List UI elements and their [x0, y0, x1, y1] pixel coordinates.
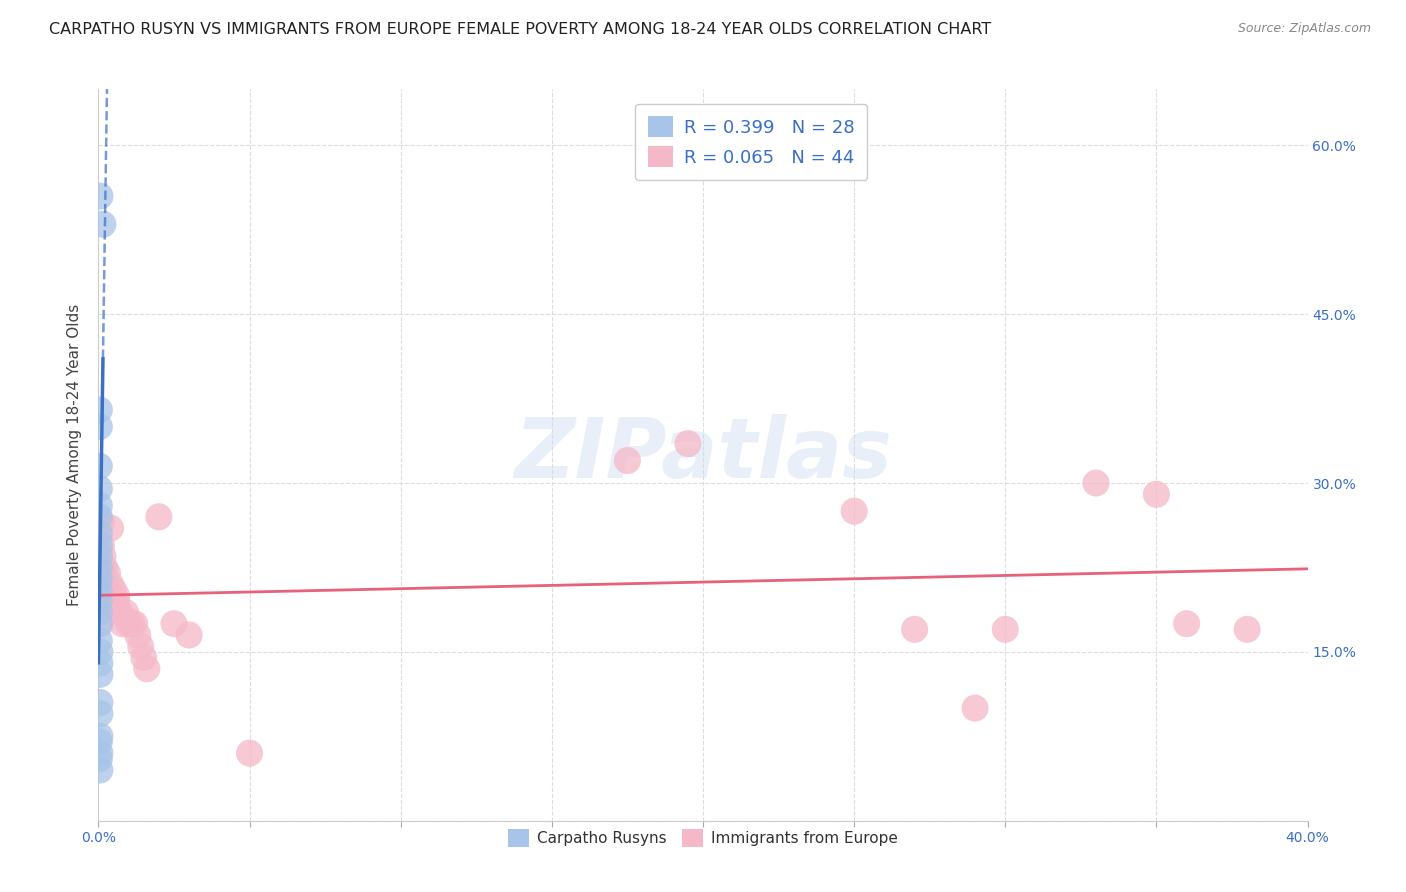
- Point: [89, 572, 111, 586]
- Point: [89, 696, 111, 710]
- Point: [93, 560, 115, 574]
- Point: [127, 628, 149, 642]
- Point: [90, 616, 112, 631]
- Point: [1236, 623, 1258, 637]
- Point: [129, 639, 152, 653]
- Point: [135, 662, 157, 676]
- Text: Source: ZipAtlas.com: Source: ZipAtlas.com: [1237, 22, 1371, 36]
- Text: ZIPatlas: ZIPatlas: [515, 415, 891, 495]
- Point: [89, 419, 111, 434]
- Point: [114, 606, 136, 620]
- Point: [89, 499, 111, 513]
- Point: [89, 582, 111, 597]
- Point: [89, 594, 111, 608]
- Point: [105, 589, 128, 603]
- Point: [904, 623, 927, 637]
- Point: [108, 606, 131, 620]
- Point: [89, 538, 111, 552]
- Point: [118, 616, 141, 631]
- Point: [89, 735, 111, 749]
- Point: [103, 594, 125, 608]
- Point: [100, 577, 122, 591]
- Point: [91, 566, 114, 580]
- Point: [89, 752, 111, 766]
- Point: [179, 628, 201, 642]
- Point: [89, 594, 111, 608]
- Point: [89, 572, 111, 586]
- Point: [90, 560, 112, 574]
- Point: [100, 521, 122, 535]
- Point: [90, 572, 112, 586]
- Point: [239, 746, 262, 760]
- Point: [121, 616, 143, 631]
- Point: [89, 763, 111, 777]
- Point: [90, 538, 112, 552]
- Text: CARPATHO RUSYN VS IMMIGRANTS FROM EUROPE FEMALE POVERTY AMONG 18-24 YEAR OLDS CO: CARPATHO RUSYN VS IMMIGRANTS FROM EUROPE…: [49, 22, 991, 37]
- Point: [103, 582, 125, 597]
- Point: [89, 189, 111, 203]
- Point: [89, 667, 111, 681]
- Point: [994, 623, 1017, 637]
- Point: [124, 616, 146, 631]
- Point: [163, 616, 186, 631]
- Point: [1085, 476, 1108, 491]
- Point: [844, 504, 866, 518]
- Point: [89, 606, 111, 620]
- Point: [89, 482, 111, 496]
- Point: [89, 526, 111, 541]
- Point: [89, 560, 111, 574]
- Point: [89, 509, 111, 524]
- Point: [96, 582, 118, 597]
- Point: [91, 217, 114, 231]
- Point: [132, 650, 155, 665]
- Point: [148, 509, 170, 524]
- Point: [89, 706, 111, 721]
- Point: [90, 582, 112, 597]
- Point: [676, 436, 699, 450]
- Point: [89, 645, 111, 659]
- Point: [616, 453, 638, 467]
- Point: [91, 549, 114, 564]
- Point: [89, 633, 111, 648]
- Y-axis label: Female Poverty Among 18-24 Year Olds: Female Poverty Among 18-24 Year Olds: [67, 304, 83, 606]
- Point: [111, 616, 134, 631]
- Point: [1144, 487, 1167, 501]
- Point: [1175, 616, 1198, 631]
- Point: [96, 566, 118, 580]
- Point: [89, 543, 111, 558]
- Point: [105, 594, 128, 608]
- Point: [89, 616, 111, 631]
- Point: [89, 729, 111, 743]
- Point: [93, 594, 115, 608]
- Legend: Carpatho Rusyns, Immigrants from Europe: Carpatho Rusyns, Immigrants from Europe: [502, 823, 904, 854]
- Point: [89, 459, 111, 474]
- Point: [89, 746, 111, 760]
- Point: [108, 606, 131, 620]
- Point: [89, 560, 111, 574]
- Point: [89, 606, 111, 620]
- Point: [90, 516, 112, 530]
- Point: [89, 549, 111, 564]
- Point: [89, 656, 111, 670]
- Point: [93, 577, 115, 591]
- Point: [965, 701, 987, 715]
- Point: [89, 403, 111, 417]
- Point: [89, 582, 111, 597]
